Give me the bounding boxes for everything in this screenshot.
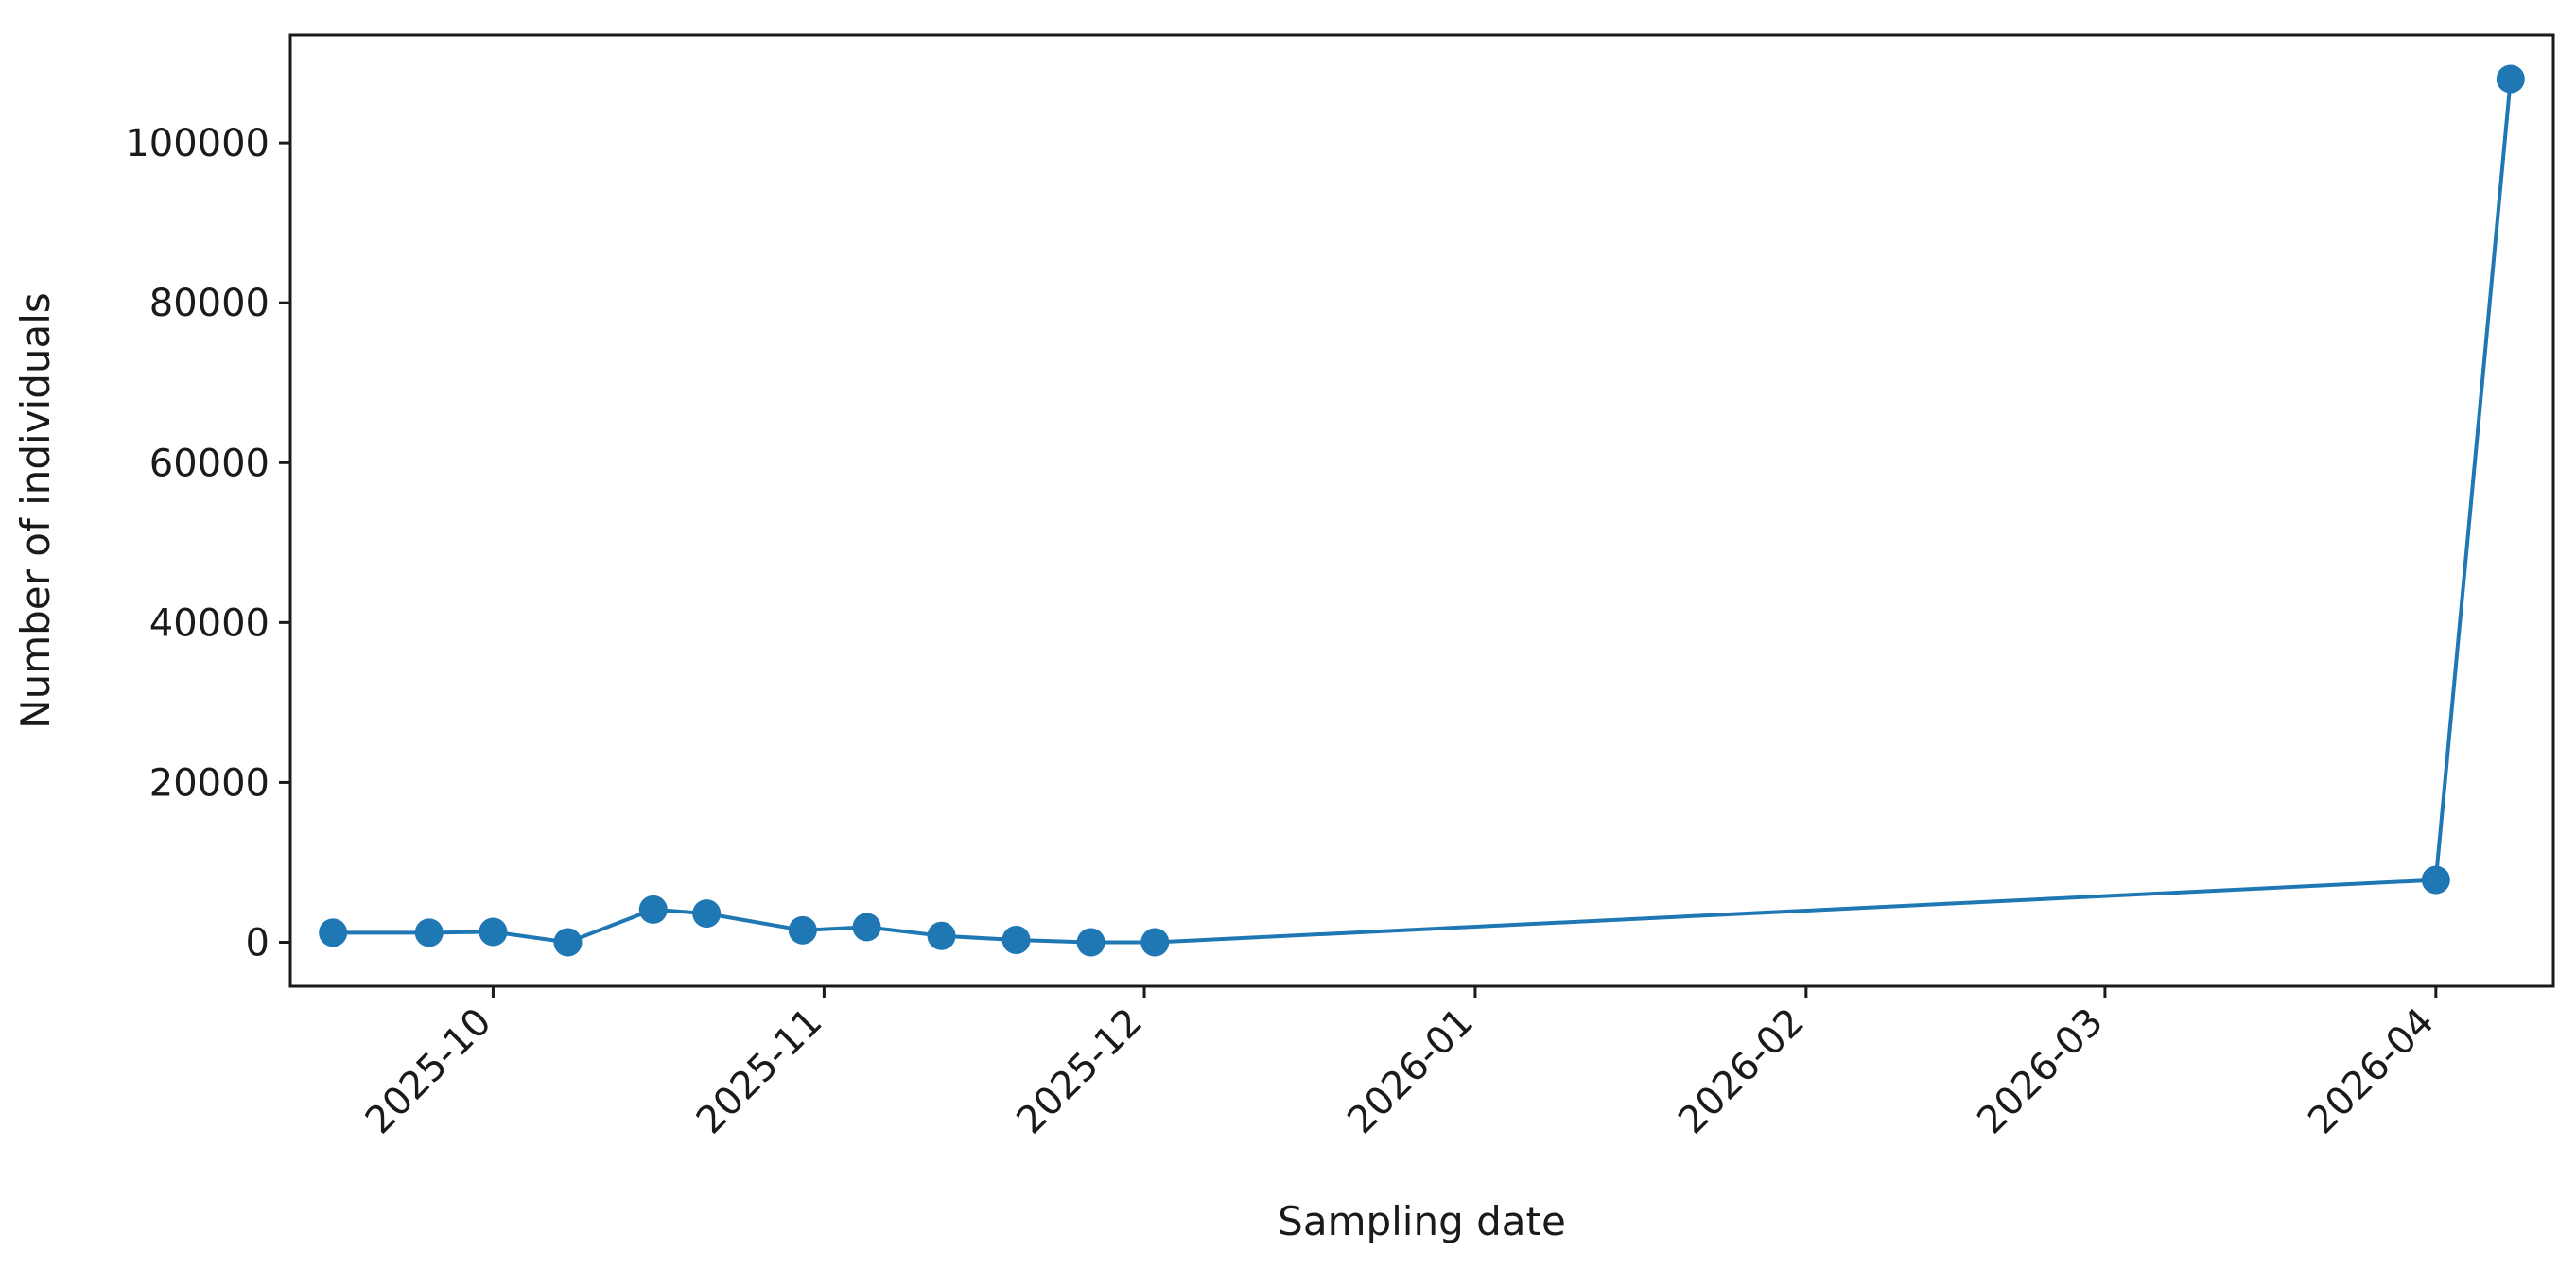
x-tick-label: 2026-04 bbox=[2300, 1000, 2443, 1143]
x-tick-label: 2026-01 bbox=[1339, 1000, 1482, 1143]
data-point-marker bbox=[1001, 925, 1031, 954]
x-tick-label: 2026-02 bbox=[1670, 1000, 1813, 1143]
x-tick-label: 2025-11 bbox=[688, 1000, 831, 1143]
data-point-marker bbox=[2496, 64, 2525, 94]
y-tick-label: 60000 bbox=[149, 442, 270, 485]
x-axis-ticks: 2025-10 2025-11 2025-12 2026-01 2026-02 2026-… bbox=[357, 986, 2443, 1142]
data-point-marker bbox=[1076, 928, 1105, 957]
y-axis-label: Number of individuals bbox=[12, 292, 59, 729]
x-tick-label: 2025-12 bbox=[1008, 1000, 1151, 1143]
data-point-marker bbox=[479, 917, 508, 947]
y-tick-label: 100000 bbox=[125, 122, 270, 165]
data-point-marker bbox=[2421, 865, 2450, 895]
data-point-marker bbox=[414, 918, 444, 947]
data-point-marker bbox=[692, 899, 722, 929]
data-point-marker bbox=[638, 895, 668, 924]
data-point-marker bbox=[1140, 928, 1170, 957]
y-axis-ticks: 0 20000 40000 60000 80000 100000 bbox=[125, 122, 290, 965]
x-tick-label: 2025-10 bbox=[357, 1000, 500, 1143]
y-tick-label: 40000 bbox=[149, 601, 270, 645]
y-tick-label: 0 bbox=[246, 922, 270, 965]
x-tick-label: 2026-03 bbox=[1969, 1000, 2112, 1143]
data-point-marker bbox=[852, 913, 881, 942]
y-tick-label: 80000 bbox=[149, 282, 270, 325]
y-tick-label: 20000 bbox=[149, 761, 270, 805]
series-line bbox=[333, 78, 2513, 945]
x-axis-label: Sampling date bbox=[1278, 1198, 1566, 1244]
plot-frame bbox=[288, 33, 2555, 988]
data-point-marker bbox=[319, 918, 348, 947]
data-point-marker bbox=[553, 928, 583, 957]
data-point-marker bbox=[927, 921, 956, 950]
data-point-marker bbox=[788, 915, 817, 945]
series-layer bbox=[319, 64, 2525, 957]
